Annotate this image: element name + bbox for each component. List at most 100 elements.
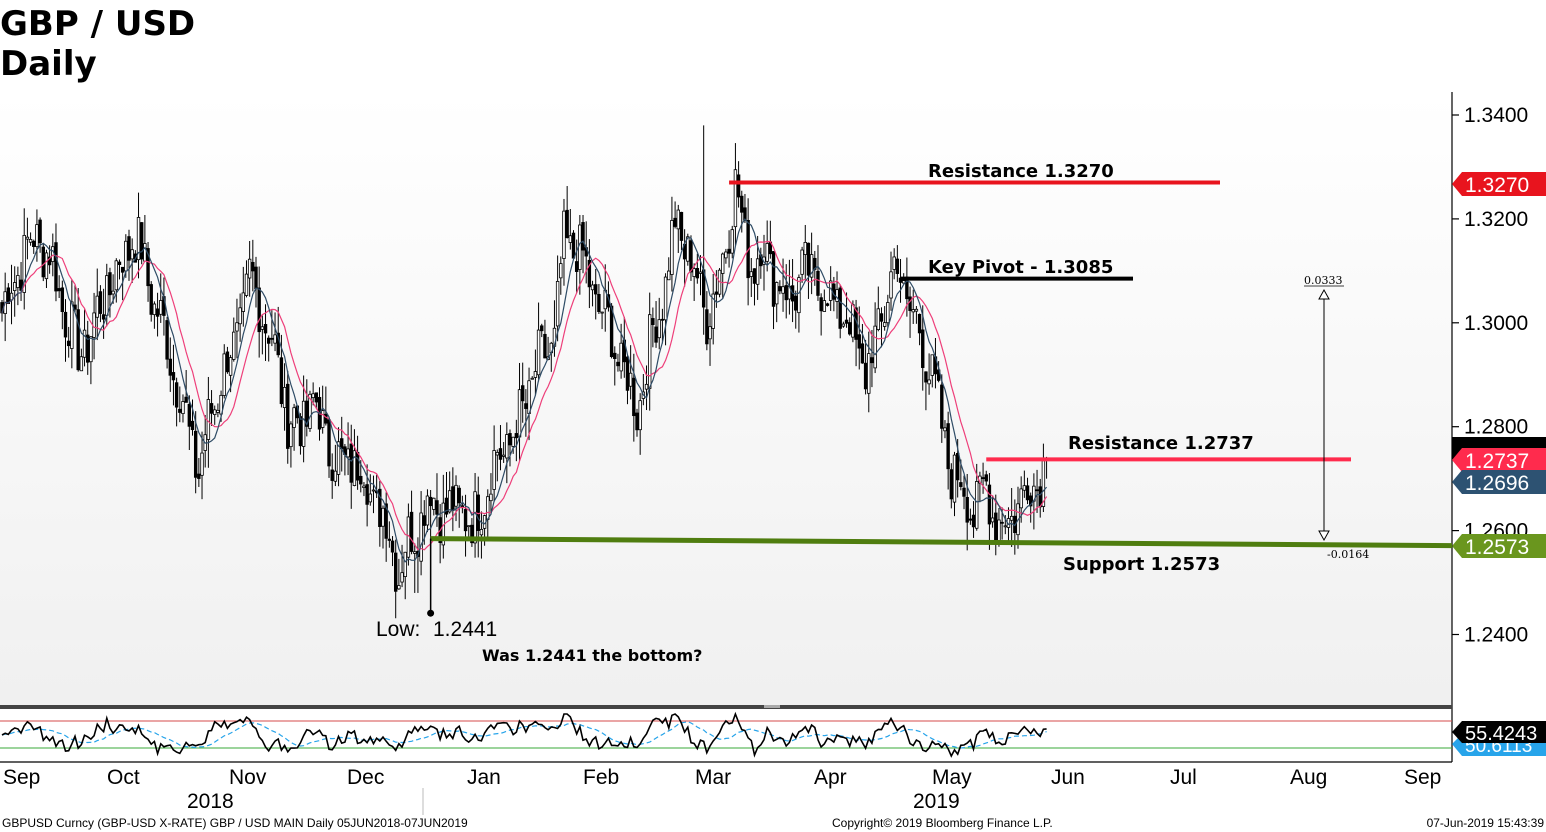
candle-body xyxy=(940,384,944,429)
candle-body xyxy=(943,427,947,432)
x-month-label: Feb xyxy=(583,766,619,789)
candle-body xyxy=(330,469,334,481)
candle-body xyxy=(327,419,331,467)
candle-body xyxy=(524,403,528,409)
x-month-label: Dec xyxy=(347,766,384,789)
candle-body xyxy=(241,292,245,312)
candle-body xyxy=(686,236,690,262)
candle-body xyxy=(695,267,700,279)
candle-body xyxy=(543,333,547,359)
candle-body xyxy=(498,448,503,460)
candle-body xyxy=(63,311,68,338)
low-value: 1.2441 xyxy=(433,618,497,641)
candle-body xyxy=(108,272,112,296)
candle-body xyxy=(876,308,880,330)
candle-body xyxy=(86,334,90,363)
candle-body xyxy=(667,270,671,281)
candle-body xyxy=(540,325,544,332)
candle-body xyxy=(955,453,960,481)
candle-body xyxy=(289,423,293,448)
candle-body xyxy=(879,313,884,322)
candle-body xyxy=(6,287,11,304)
footer-timestamp: 07-Jun-2019 15:43:39 xyxy=(1426,816,1544,830)
candle-body xyxy=(990,517,995,523)
candle-body xyxy=(25,236,30,240)
candle-body xyxy=(778,286,782,292)
candle-body xyxy=(952,454,957,503)
candle-body xyxy=(101,314,106,320)
level-line[interactable] xyxy=(430,536,1453,549)
candle-body xyxy=(124,240,128,272)
candle-body xyxy=(432,497,436,510)
candle-body xyxy=(159,300,163,315)
y-tick-label: 1.2800 xyxy=(1464,416,1528,439)
candle-body xyxy=(517,389,522,438)
x-month-label: Oct xyxy=(107,766,140,789)
candle-body xyxy=(286,383,290,449)
candle-body xyxy=(209,403,214,414)
candle-body xyxy=(409,511,414,552)
panel-divider-grip[interactable] xyxy=(764,705,780,708)
candle-body xyxy=(1029,495,1033,507)
candle-body xyxy=(340,438,344,450)
candle-body xyxy=(632,377,636,417)
candle-body xyxy=(244,273,249,296)
candle-body xyxy=(794,295,798,311)
candle-body xyxy=(733,169,738,228)
candle-body xyxy=(444,497,449,515)
candle-body xyxy=(12,282,17,292)
candle-body xyxy=(447,490,452,513)
low-marker-dot xyxy=(427,609,435,617)
candle-body xyxy=(714,291,719,295)
candle-body xyxy=(628,372,633,387)
candle-body xyxy=(479,528,484,536)
candle-body xyxy=(371,489,376,492)
x-year-label: 2019 xyxy=(913,790,960,813)
candle-body xyxy=(305,400,309,427)
candle-body xyxy=(273,334,277,344)
candle-body xyxy=(689,240,693,273)
candle-body xyxy=(387,538,392,541)
candle-body xyxy=(143,243,147,262)
y-tick-label: 1.2400 xyxy=(1464,624,1528,647)
rsi-value-tag xyxy=(1452,721,1546,743)
candle-body xyxy=(965,496,969,523)
candle-body xyxy=(590,284,595,291)
x-month-label: Sep xyxy=(3,766,40,789)
candle-body xyxy=(1003,525,1007,528)
candle-body xyxy=(635,412,639,431)
candle-body xyxy=(638,400,642,431)
candle-body xyxy=(178,408,182,413)
x-month-label: Apr xyxy=(814,766,847,789)
candle-body xyxy=(959,482,963,487)
price-tag xyxy=(1452,470,1546,494)
candle-body xyxy=(57,288,61,292)
range-arrow-down-head xyxy=(1318,530,1330,542)
candle-body xyxy=(565,209,569,239)
chart-title: GBP / USD xyxy=(0,4,196,44)
x-month-label: Jan xyxy=(467,766,501,789)
x-month-label: Jun xyxy=(1051,766,1085,789)
candle-body xyxy=(743,207,747,221)
candle-body xyxy=(600,311,604,314)
candle-body xyxy=(301,400,306,447)
candle-body xyxy=(803,242,807,255)
moving-average-fast xyxy=(1,218,1048,563)
candle-body xyxy=(35,224,39,248)
candle-body xyxy=(822,300,827,312)
candle-body xyxy=(867,353,871,394)
x-month-label: Sep xyxy=(1404,766,1441,789)
candle-body xyxy=(755,258,760,285)
candle-body xyxy=(171,372,176,381)
candle-body xyxy=(362,485,366,489)
candle-body xyxy=(857,334,861,349)
candle-body xyxy=(536,329,541,376)
candle-body xyxy=(311,393,315,399)
candle-body xyxy=(76,309,80,371)
candle-body xyxy=(165,320,169,360)
candle-body xyxy=(873,325,877,369)
candle-body xyxy=(352,450,357,486)
range-down-label: -0.0164 xyxy=(1327,548,1369,561)
candle-body xyxy=(32,240,36,247)
